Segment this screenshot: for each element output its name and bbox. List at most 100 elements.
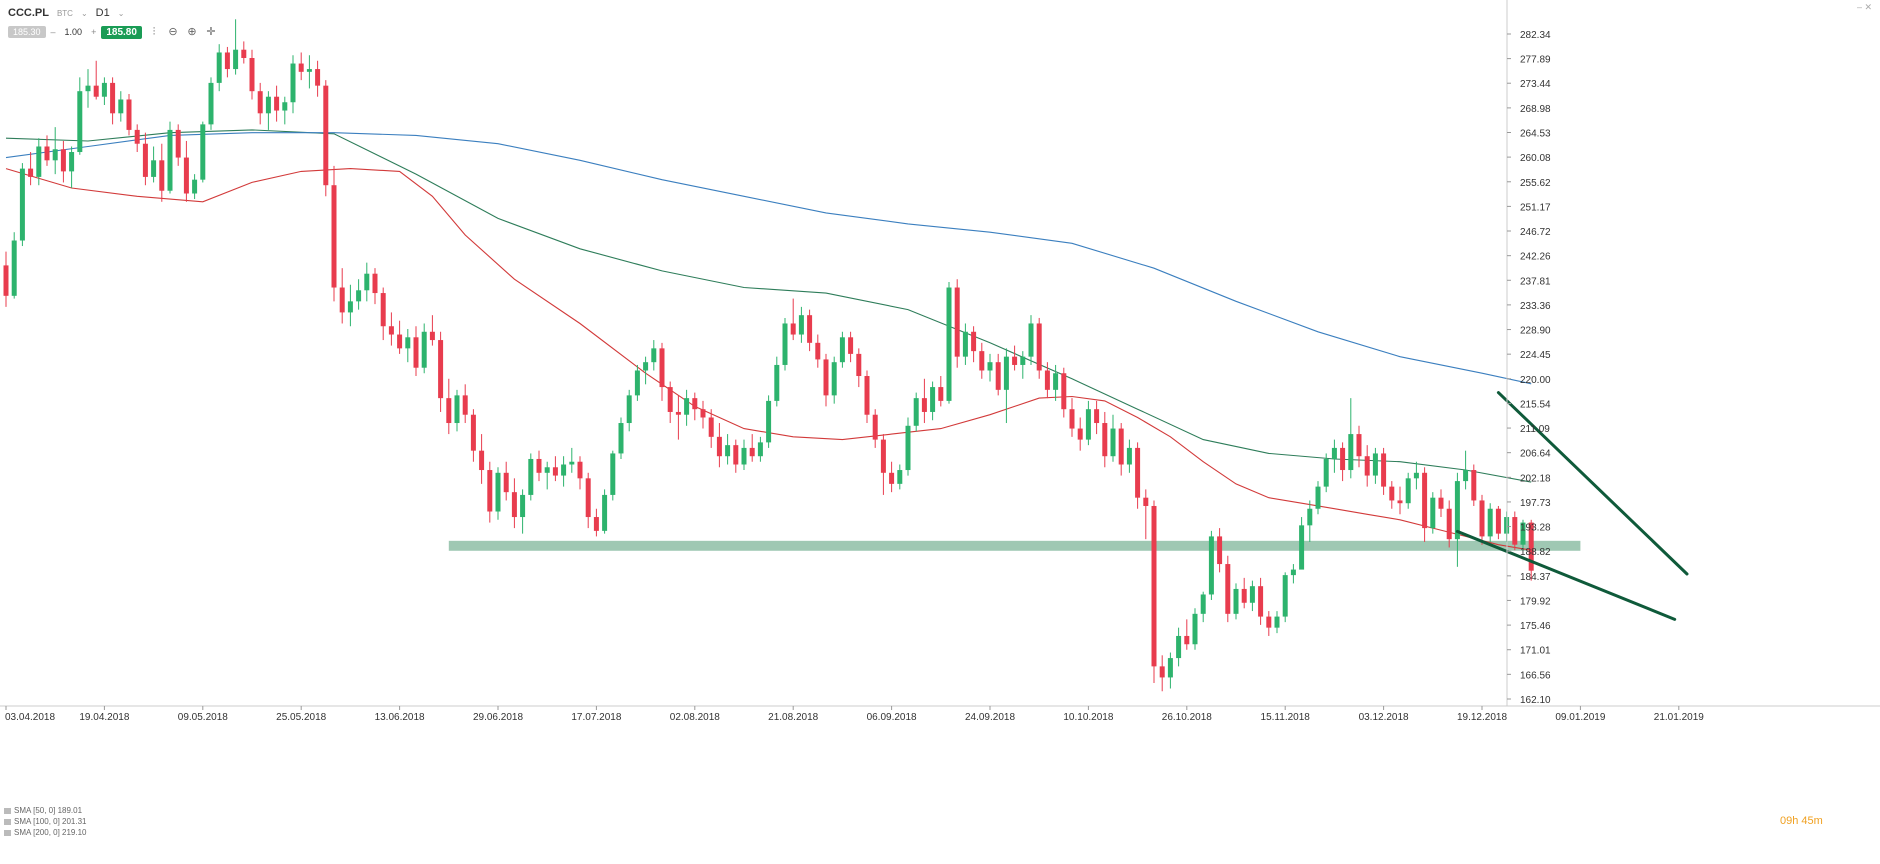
candle-body [1405, 478, 1411, 504]
candle-body [1389, 486, 1395, 501]
candle [815, 334, 821, 368]
candle-layer [3, 19, 1534, 692]
zoom-out-icon[interactable]: ⊖ [168, 26, 178, 38]
candle-body [733, 445, 739, 465]
candle [1454, 472, 1460, 567]
legend-item-sma200[interactable]: SMA [200, 0] 219.10 [4, 827, 87, 838]
chevron-down-icon[interactable]: ⌄ [117, 8, 125, 18]
crosshair-icon[interactable]: ✛ [206, 26, 216, 38]
candle [610, 450, 616, 501]
candle [265, 91, 271, 130]
candle [405, 329, 411, 363]
y-tick-label: 171.01 [1520, 646, 1551, 657]
candle-body [659, 348, 665, 388]
candle-body [962, 331, 968, 357]
candle-body [749, 447, 755, 457]
candle-body [126, 99, 132, 130]
x-tick-label: 09.01.2019 [1555, 712, 1605, 723]
candle [577, 456, 583, 490]
chevron-down-icon[interactable]: ⌄ [80, 8, 88, 18]
candle [19, 163, 25, 247]
indicator-settings-icon[interactable] [4, 807, 11, 814]
candle [1372, 447, 1378, 484]
quantity-input[interactable]: 1.00 [64, 27, 83, 37]
y-tick-label: 188.82 [1520, 547, 1551, 558]
candle [889, 461, 895, 493]
candle-body [577, 461, 583, 479]
candle-body [971, 331, 977, 352]
increase-qty-button[interactable]: + [91, 27, 97, 37]
candle [1094, 400, 1100, 435]
candle-body [807, 315, 813, 343]
indicator-settings-icon[interactable] [4, 829, 11, 836]
candle-body [1372, 453, 1378, 476]
candle-body [1241, 588, 1247, 603]
window-controls[interactable]: – ✕ [1856, 2, 1872, 12]
candle [1495, 505, 1501, 540]
y-tick-label: 184.37 [1520, 572, 1551, 583]
candle-body [585, 478, 591, 518]
buy-button[interactable]: 185.80 [101, 25, 142, 39]
legend-item-sma100[interactable]: SMA [100, 0] 201.31 [4, 816, 87, 827]
sell-button[interactable]: 185.30 [8, 26, 46, 38]
candle-body [1143, 497, 1149, 506]
candle [1487, 503, 1493, 542]
candle-body [1413, 472, 1419, 479]
candle-body [1020, 356, 1026, 365]
candle-body [1266, 616, 1272, 628]
candle [995, 353, 1001, 396]
candle [503, 461, 509, 501]
candle-body [347, 301, 353, 313]
candle [36, 138, 42, 186]
candle [708, 409, 714, 448]
candle [380, 287, 386, 341]
candle [233, 19, 239, 75]
candle-body [798, 315, 804, 335]
candle [757, 436, 763, 462]
x-tick-label: 21.01.2019 [1654, 712, 1704, 723]
candle [69, 146, 75, 188]
candle [905, 417, 911, 476]
candle-body [1200, 594, 1206, 614]
candle [692, 392, 698, 421]
zoom-in-icon[interactable]: ⊕ [187, 26, 197, 38]
indicator-settings-icon[interactable] [4, 818, 11, 825]
candle-body [241, 49, 247, 59]
candle-body [831, 362, 837, 396]
candle-body [1217, 536, 1223, 565]
x-tick-label: 29.06.2018 [473, 712, 523, 723]
x-tick-label: 02.08.2018 [670, 712, 720, 723]
candle-type-icon[interactable]: ⫶ [152, 26, 156, 38]
candle-body [159, 160, 165, 191]
candle [585, 472, 591, 529]
candle [946, 281, 952, 404]
candle-body [19, 168, 25, 241]
candle-body [1528, 522, 1534, 571]
candle [1479, 494, 1485, 545]
candle-body [3, 265, 9, 296]
candle [798, 306, 804, 343]
candle [1225, 555, 1231, 623]
candle-body [339, 287, 345, 313]
candle-body [815, 342, 821, 360]
candle-body [1495, 508, 1501, 534]
candle [126, 93, 132, 136]
legend-label: SMA [50, 0] 189.01 [14, 806, 83, 815]
instrument-symbol[interactable]: CCC.PL [8, 7, 49, 19]
candle-body [134, 129, 140, 144]
candle [3, 251, 9, 307]
x-tick-label: 10.10.2018 [1063, 712, 1113, 723]
legend-label: SMA [200, 0] 219.10 [14, 828, 87, 837]
legend-item-sma50[interactable]: SMA [50, 0] 189.01 [4, 805, 87, 816]
candle [479, 434, 485, 484]
candle [446, 378, 452, 435]
candle-body [1012, 356, 1018, 365]
candle-body [1167, 658, 1173, 678]
candle-body [544, 467, 550, 473]
timeframe-select[interactable]: D1 [95, 7, 110, 19]
chart-toolbar: CCC.PL BTC ⌄ D1 ⌄ 185.30 – 1.00 + 185.80… [8, 4, 268, 44]
candle [44, 135, 50, 166]
decrease-qty-button[interactable]: – [50, 27, 56, 37]
candle-body [11, 240, 17, 296]
